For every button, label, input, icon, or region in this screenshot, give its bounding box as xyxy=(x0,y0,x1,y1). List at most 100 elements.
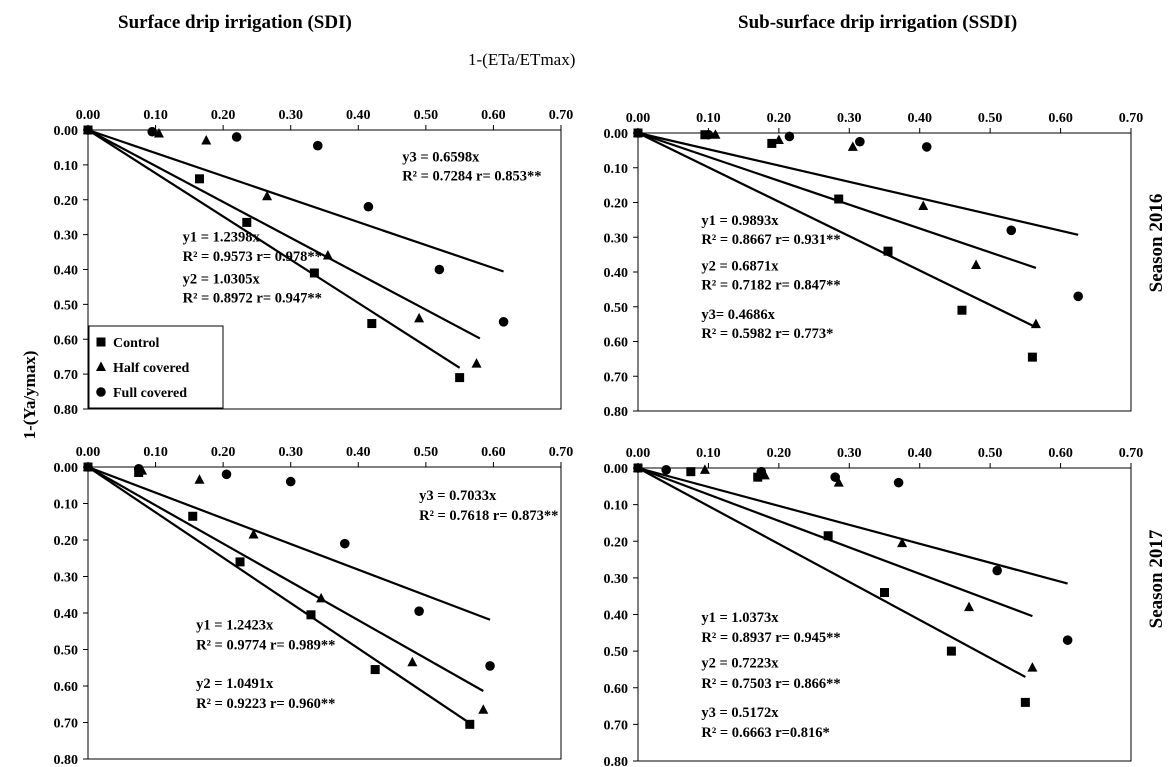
point-control xyxy=(753,472,763,482)
y-tick-label: 0.80 xyxy=(604,405,629,420)
y-tick-label: 0.70 xyxy=(604,370,629,385)
point-full-covered xyxy=(992,565,1002,576)
x-tick-label: 0.30 xyxy=(837,111,862,126)
x-tick-label: 0.60 xyxy=(481,445,506,460)
trendline-half-covered xyxy=(637,131,1037,269)
y-tick-label: 0.30 xyxy=(54,571,79,586)
legend-marker xyxy=(96,387,106,397)
point-control xyxy=(367,319,377,329)
equation-annotation: y1 = 1.2398x xyxy=(183,230,261,246)
equation-annotation: y2 = 0.7223x xyxy=(701,656,779,672)
y-tick-label: 0.60 xyxy=(54,680,79,695)
y-tick-label: 0.50 xyxy=(54,298,79,313)
equation-annotation: y2 = 0.6871x xyxy=(701,258,779,274)
plot-area xyxy=(637,132,1132,412)
point-full-covered xyxy=(784,131,795,142)
y-tick-label: 0.30 xyxy=(604,572,629,587)
y-tick-label: 0.70 xyxy=(54,717,79,732)
equation-annotation: y2 = 1.0305x xyxy=(183,271,261,287)
point-full-covered xyxy=(921,142,932,152)
equation-annotation: y2 = 1.0491x xyxy=(196,676,274,692)
point-full-covered xyxy=(434,264,445,275)
equation-annotation: R² = 0.9223 r= 0.960** xyxy=(196,696,335,712)
y-tick-label: 0.30 xyxy=(54,229,79,244)
equation-annotation: R² = 0.6663 r=0.816* xyxy=(701,725,829,741)
trendline-full-covered xyxy=(637,466,1068,585)
equation-annotation: y3= 0.4686x xyxy=(701,307,775,323)
equation-annotation: R² = 0.7503 r= 0.866** xyxy=(701,676,840,692)
point-full-covered xyxy=(363,201,374,212)
trendline-full-covered xyxy=(87,128,504,273)
point-control xyxy=(823,531,833,541)
x-tick-label: 0.70 xyxy=(1119,111,1144,126)
legend-label: Control xyxy=(113,336,160,351)
point-full-covered xyxy=(633,463,643,473)
point-half-covered xyxy=(262,190,273,201)
x-tick-label: 0.30 xyxy=(837,446,862,461)
point-half-covered xyxy=(847,141,858,151)
x-tick-label: 0.10 xyxy=(696,111,721,126)
point-half-covered xyxy=(833,477,844,487)
y-tick-label: 0.20 xyxy=(604,535,629,550)
point-control xyxy=(306,610,316,620)
point-control xyxy=(834,194,844,204)
x-tick-label: 0.10 xyxy=(143,108,168,123)
trendline-control xyxy=(87,129,461,369)
equation-annotation: R² = 0.5982 r= 0.773* xyxy=(701,326,833,342)
y-tick-label: 0.10 xyxy=(604,162,629,177)
x-tick-label: 0.00 xyxy=(626,446,651,461)
y-tick-label: 0.40 xyxy=(54,607,79,622)
legend-box xyxy=(88,325,224,409)
point-control xyxy=(883,246,893,256)
point-half-covered xyxy=(478,704,489,714)
y-tick-label: 0.00 xyxy=(54,461,79,476)
x-tick-label: 0.10 xyxy=(696,446,721,461)
equation-annotation: R² = 0.9774 r= 0.989** xyxy=(196,638,335,654)
equation-annotation: R² = 0.8937 r= 0.945** xyxy=(701,630,840,646)
point-control xyxy=(1020,697,1030,707)
point-half-covered xyxy=(414,312,425,323)
point-full-covered xyxy=(1006,225,1017,236)
x-tick-label: 0.70 xyxy=(549,445,574,460)
y-tick-label: 0.40 xyxy=(604,609,629,624)
equation-annotation: R² = 0.9573 r= 0.978** xyxy=(183,249,322,265)
x-tick-label: 0.40 xyxy=(907,446,932,461)
point-control xyxy=(686,467,696,477)
x-tick-label: 0.20 xyxy=(767,446,792,461)
point-half-covered xyxy=(710,129,721,139)
point-full-covered xyxy=(83,125,93,135)
chart-panel-4: 0.00 0.10 0.20 0.30 0.40 0.50 0.60 0.70 0.00 0.10… xyxy=(604,446,1144,767)
point-control xyxy=(235,557,245,567)
y-tick-label: 0.10 xyxy=(54,159,79,174)
chart-panel-1: 0.00 0.10 0.20 0.30 0.40 0.50 0.60 0.70 0.00 0.10… xyxy=(54,108,574,418)
y-tick-label: 0.60 xyxy=(604,682,629,697)
point-full-covered xyxy=(661,465,671,475)
x-tick-label: 0.20 xyxy=(767,111,792,126)
trendline-half-covered xyxy=(87,129,481,340)
point-full-covered xyxy=(498,317,509,327)
y-tick-label: 0.50 xyxy=(604,645,629,660)
trendline-full-covered xyxy=(637,131,1079,236)
trendline-full-covered xyxy=(87,465,491,621)
point-control xyxy=(465,719,475,729)
y-tick-label: 0.00 xyxy=(604,127,629,142)
point-control xyxy=(455,373,465,383)
equation-annotation: R² = 0.7618 r= 0.873** xyxy=(419,508,558,524)
chart-panel-2: 0.00 0.10 0.20 0.30 0.40 0.50 0.60 0.70 0.00 0.10… xyxy=(604,111,1144,420)
x-tick-label: 0.50 xyxy=(414,445,439,460)
y-tick-label: 0.20 xyxy=(604,197,629,212)
sdi-header: Surface drip irrigation (SDI) xyxy=(118,12,352,33)
point-control xyxy=(242,217,252,227)
x-tick-label: 0.60 xyxy=(1048,111,1073,126)
y-tick-label: 0.60 xyxy=(604,336,629,351)
y-tick-label: 0.40 xyxy=(54,264,79,279)
x-tick-label: 0.50 xyxy=(978,446,1003,461)
point-full-covered xyxy=(830,472,840,482)
point-full-covered xyxy=(1062,635,1073,645)
legend-label: Half covered xyxy=(113,361,190,376)
equation-annotation: y3 = 0.7033x xyxy=(419,488,497,504)
y-tick-label: 0.60 xyxy=(54,333,79,348)
point-full-covered xyxy=(703,129,714,140)
trendline-half-covered xyxy=(637,466,1033,618)
